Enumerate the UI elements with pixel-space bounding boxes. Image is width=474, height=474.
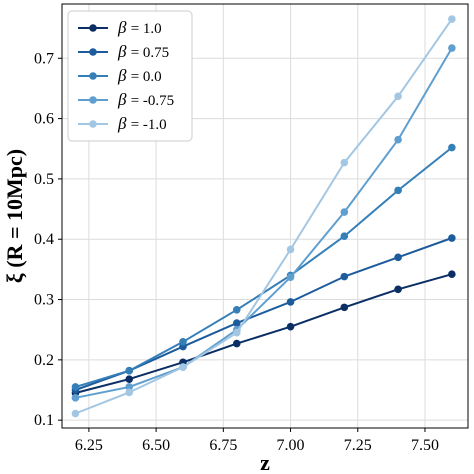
legend-label: β = 1.0 <box>117 18 162 37</box>
axis-ticks: 6.25 6.50 6.75 7.00 7.25 7.50 0.1 0.2 0.3 0.4 0.5 0… <box>34 50 439 454</box>
data-point <box>340 208 349 216</box>
legend-entry: β = 0.0 <box>78 66 162 85</box>
data-point <box>286 245 295 254</box>
data-point <box>340 232 349 241</box>
legend-marker <box>89 96 97 104</box>
data-point <box>71 383 80 391</box>
x-tick-label: 7.50 <box>411 437 439 454</box>
data-point <box>125 383 134 391</box>
data-point <box>394 92 402 101</box>
data-point <box>286 298 295 306</box>
data-point <box>394 186 402 195</box>
legend-marker <box>89 48 97 56</box>
series-1 <box>71 270 456 397</box>
data-point <box>394 285 402 294</box>
data-point <box>286 273 295 282</box>
data-point <box>125 375 134 383</box>
legend-label: β = -1.0 <box>117 114 167 133</box>
legend-label: β = -0.75 <box>117 90 174 109</box>
data-point <box>179 363 187 371</box>
x-tick-label: 6.50 <box>142 437 170 454</box>
plot-frame <box>61 3 469 429</box>
data-point <box>448 44 456 52</box>
data-point <box>71 409 80 418</box>
data-point <box>340 158 349 167</box>
legend-entry: β = -0.75 <box>78 90 174 109</box>
data-point <box>340 272 349 281</box>
series-5 <box>71 15 456 418</box>
y-tick-label: 0.5 <box>34 171 54 188</box>
series-line <box>75 47 453 399</box>
y-tick-label: 0.4 <box>34 231 54 248</box>
legend-entry: β = 0.75 <box>78 42 169 61</box>
legend: β = 1.0 β = 0.75 β = 0.0 β = -0.75 β = -1.0 <box>67 10 193 142</box>
legend-marker <box>89 24 97 32</box>
y-axis-label: ξ (R = 10Mpc) <box>2 149 27 283</box>
legend-marker <box>89 120 97 128</box>
data-point <box>232 319 241 327</box>
data-point <box>125 366 134 375</box>
y-tick-label: 0.3 <box>34 292 54 309</box>
legend-box <box>67 10 193 142</box>
x-axis-label: z <box>260 450 270 474</box>
data-point <box>232 305 241 314</box>
data-point <box>448 143 456 152</box>
data-point <box>448 270 456 279</box>
legend-entry: β = 1.0 <box>78 18 162 37</box>
data-point <box>340 303 349 312</box>
series-layer <box>71 15 456 418</box>
legend-marker <box>89 72 97 80</box>
y-tick-label: 0.1 <box>34 412 54 429</box>
series-line <box>75 237 453 391</box>
series-line <box>75 273 453 394</box>
y-tick-label: 0.2 <box>34 352 54 369</box>
data-point <box>394 253 402 262</box>
y-tick-label: 0.6 <box>34 111 54 128</box>
data-point <box>232 339 241 348</box>
x-tick-label: 6.75 <box>209 437 237 454</box>
y-tick-label: 0.7 <box>34 50 54 67</box>
series-line <box>75 146 453 388</box>
data-point <box>286 322 295 331</box>
series-line <box>75 18 453 415</box>
x-tick-label: 6.25 <box>75 437 103 454</box>
legend-label: β = 0.0 <box>117 66 162 85</box>
x-tick-label: 7.25 <box>344 437 372 454</box>
data-point <box>179 337 187 346</box>
data-point <box>394 135 402 144</box>
series-3 <box>71 143 456 391</box>
data-point <box>71 394 80 402</box>
data-point <box>448 15 456 23</box>
data-point <box>125 388 134 397</box>
legend-label: β = 0.75 <box>117 42 169 61</box>
x-tick-label: 7.00 <box>277 437 305 454</box>
legend-entry: β = -1.0 <box>78 114 167 133</box>
data-point <box>232 328 241 337</box>
data-point <box>448 234 456 242</box>
